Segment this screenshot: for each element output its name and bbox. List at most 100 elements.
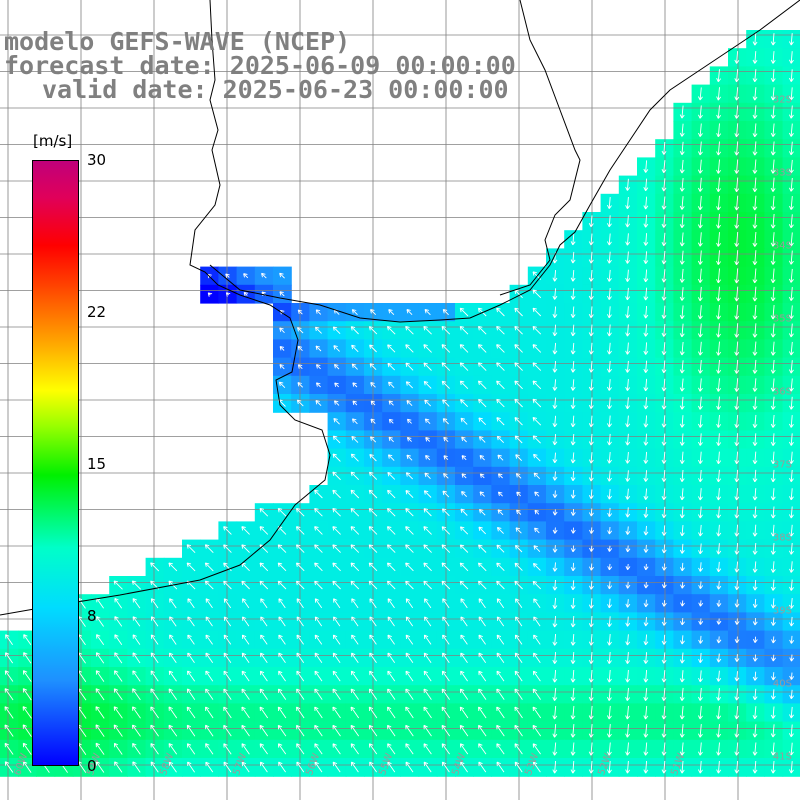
wind-arrow [789, 616, 795, 627]
wind-arrow [114, 652, 123, 664]
wind-arrow [95, 706, 105, 719]
wind-arrow [570, 251, 576, 264]
wind-arrow [5, 652, 14, 664]
wind-arrow [423, 743, 432, 755]
wind-arrow [788, 159, 794, 174]
wind-arrow [314, 761, 323, 773]
wind-arrow [770, 268, 776, 284]
wind-arrow [387, 743, 396, 755]
wind-arrow [278, 616, 286, 627]
wind-arrow [515, 598, 523, 609]
wind-arrow [588, 306, 594, 319]
wind-arrow [679, 506, 685, 519]
wind-arrow [734, 561, 740, 573]
wind-arrow [716, 469, 722, 483]
wind-arrow [350, 761, 359, 773]
wind-arrow [150, 724, 159, 737]
wind-arrow [132, 688, 141, 701]
wind-arrow [369, 670, 377, 682]
wind-arrow [661, 544, 667, 554]
wind-arrow [370, 382, 376, 388]
wind-arrow [643, 214, 649, 228]
wind-arrow [752, 69, 758, 83]
wind-arrow [22, 688, 32, 701]
wind-arrow [770, 123, 776, 137]
wind-arrow [770, 359, 776, 374]
wind-arrow [643, 305, 649, 319]
wind-arrow [770, 305, 776, 320]
wind-arrow [679, 760, 685, 774]
wind-arrow [514, 670, 523, 682]
wind-arrow [95, 670, 105, 682]
wind-arrow [734, 688, 740, 701]
wind-arrow [770, 250, 776, 265]
colorbar-tick-30: 30 [87, 151, 107, 169]
wind-arrow [606, 652, 612, 664]
wind-arrow [679, 618, 685, 626]
wind-arrow [187, 634, 195, 645]
wind-arrow [223, 670, 232, 682]
wind-arrow [297, 382, 304, 388]
wind-arrow [332, 526, 341, 535]
wind-arrow [478, 417, 487, 426]
wind-arrow [788, 287, 794, 301]
wind-arrow [589, 527, 594, 534]
latitude-label: 33S [772, 167, 792, 179]
colorbar-unit: [m/s] [33, 132, 73, 150]
wind-arrow [95, 688, 105, 701]
wind-arrow [588, 361, 594, 373]
wind-arrow [552, 669, 558, 683]
wind-arrow [314, 489, 323, 499]
wind-arrow [278, 381, 286, 389]
wind-arrow [570, 597, 576, 609]
wind-arrow [679, 451, 685, 464]
wind-arrow [334, 382, 340, 388]
wind-arrow [588, 742, 594, 756]
wind-speed-cells [0, 30, 800, 777]
wind-arrow [625, 526, 631, 535]
wind-arrow [461, 491, 468, 498]
wind-arrow [789, 561, 794, 573]
wind-arrow [279, 272, 285, 279]
wind-arrow [588, 324, 594, 337]
wind-arrow [625, 451, 631, 464]
wind-arrow [4, 742, 14, 755]
wind-arrow [697, 250, 703, 265]
wind-arrow [441, 688, 450, 700]
wind-arrow [698, 618, 704, 625]
wind-arrow [625, 233, 631, 246]
latitude-label: 41S [772, 751, 792, 763]
wind-arrow [296, 706, 305, 719]
latitude-label: 34S [772, 240, 792, 252]
wind-arrow [679, 742, 685, 756]
wind-arrow [788, 469, 794, 483]
wind-arrow [405, 652, 414, 663]
valid-date: valid date: 2025-06-23 00:00:00 [42, 75, 509, 104]
wind-arrow [205, 652, 214, 663]
wind-arrow [351, 363, 358, 370]
wind-arrow [497, 509, 504, 516]
wind-arrow [661, 232, 667, 247]
wind-arrow [405, 670, 414, 682]
wind-arrow [625, 196, 631, 210]
wind-arrow [387, 362, 396, 371]
wind-arrow [514, 761, 523, 773]
wind-arrow [459, 307, 469, 317]
wind-arrow [478, 436, 486, 443]
wind-arrow [752, 760, 758, 774]
wind-arrow [441, 508, 450, 517]
wind-arrow [368, 688, 378, 700]
wind-arrow [789, 598, 794, 609]
wind-arrow [241, 761, 250, 773]
wind-arrow [496, 598, 505, 609]
wind-arrow [186, 724, 196, 737]
wind-arrow [533, 545, 541, 553]
wind-arrow [459, 724, 469, 737]
wind-arrow [350, 526, 360, 535]
wind-arrow [734, 378, 740, 392]
wind-arrow [22, 670, 32, 682]
wind-arrow [223, 761, 232, 773]
wind-arrow [478, 706, 487, 719]
wind-arrow [496, 398, 505, 408]
wind-arrow [625, 599, 631, 608]
